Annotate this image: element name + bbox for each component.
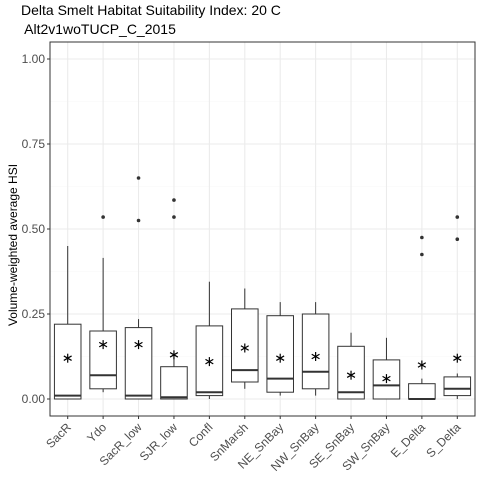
outlier-point: [101, 215, 105, 219]
box-Confl: [195, 281, 224, 399]
chart-subtitle: Alt2v1woTUCP_C_2015: [21, 21, 176, 37]
outlier-point: [136, 176, 141, 180]
box-S_Delta: [443, 215, 472, 399]
box-iqr: [124, 327, 153, 400]
outlier-point: [420, 235, 424, 240]
box-NE_SnBay: [266, 302, 294, 396]
mean-marker: [453, 353, 462, 363]
x-tick-label: Ydo: [84, 420, 109, 445]
outlier-point: [172, 198, 176, 202]
mean-marker-stroke: [63, 355, 72, 361]
mean-marker: [169, 350, 179, 360]
x-tick-label: Confl: [186, 420, 216, 450]
mean-marker-stroke: [276, 355, 285, 361]
box-SE_SnBay: [337, 332, 365, 400]
box-iqr: [160, 366, 188, 400]
y-tick-label: 1.00: [22, 52, 46, 66]
mean-marker-stroke: [98, 341, 108, 348]
box-iqr: [443, 376, 472, 397]
mean-marker: [276, 353, 285, 363]
box-iqr: [408, 383, 436, 400]
mean-marker: [134, 340, 143, 350]
box-iqr: [301, 313, 330, 390]
mean-marker-stroke: [205, 358, 214, 365]
mean-marker-stroke: [169, 352, 179, 358]
mean-marker-stroke: [382, 375, 391, 382]
box-SacR: [53, 246, 82, 400]
box-series: [49, 41, 476, 417]
box-SacR_low: [124, 176, 153, 400]
outlier-point: [172, 215, 176, 219]
mean-marker-stroke: [453, 355, 462, 361]
box-Ydo: [89, 215, 117, 393]
box-NW_SnBay: [301, 302, 330, 396]
mean-marker-stroke: [240, 345, 249, 351]
mean-marker-stroke: [134, 341, 143, 348]
x-tick-label: SacR: [43, 420, 74, 451]
box-SnMarsh: [231, 288, 259, 389]
y-tick-label: 0.50: [22, 222, 46, 236]
x-tick-label: E_Delta: [388, 420, 428, 460]
y-tick-label: 0.00: [22, 392, 46, 406]
panel-border: [49, 41, 476, 417]
x-tick-label: S_Delta: [423, 420, 463, 460]
outlier-point: [455, 215, 460, 219]
mean-marker: [346, 370, 356, 380]
mean-marker: [311, 352, 320, 361]
mean-marker: [98, 340, 108, 350]
mean-marker: [382, 374, 391, 384]
mean-marker: [205, 357, 214, 367]
x-tick-label: SJR_low: [137, 420, 181, 464]
outlier-point: [455, 237, 460, 241]
plot-panel: [50, 42, 475, 416]
box-iqr: [89, 330, 117, 390]
outlier-point: [420, 252, 424, 257]
mean-marker: [240, 343, 249, 353]
box-E_Delta: [408, 235, 436, 400]
chart-title: Delta Smelt Habitat Suitability Index: 2…: [21, 2, 281, 18]
box-SJR_low: [160, 198, 188, 400]
mean-marker: [417, 360, 427, 370]
y-tick-label: 0.25: [22, 307, 46, 321]
y-axis: 0.00 0.25 0.50 0.75 1.00: [22, 52, 50, 406]
y-tick-label: 0.75: [22, 137, 46, 151]
box-SW_SnBay: [372, 337, 401, 400]
mean-marker: [63, 353, 72, 363]
mean-marker-stroke: [311, 353, 320, 360]
y-axis-label: Volume-weighted average HSI: [6, 164, 20, 326]
mean-marker-stroke: [346, 372, 356, 378]
mean-marker-stroke: [417, 362, 427, 368]
outlier-point: [136, 218, 141, 223]
